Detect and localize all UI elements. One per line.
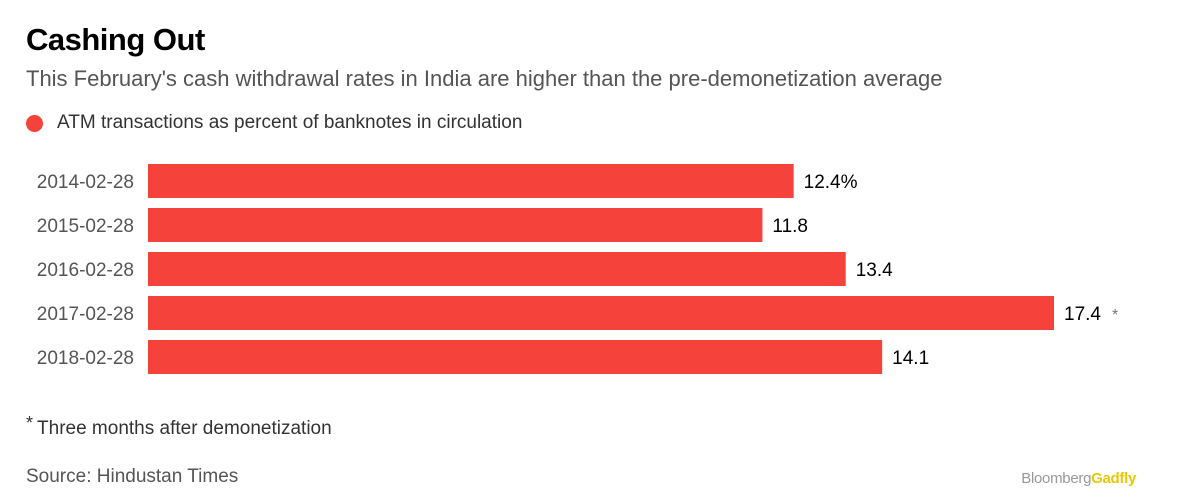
brand-part-1: Bloomberg (1021, 470, 1092, 487)
bar-chart: 2014-02-28 12.4% 2015-02-28 11.8 2016-02-28 1… (37, 164, 1118, 374)
legend-label: ATM transactions as percent of banknotes… (57, 112, 523, 133)
category-label: 2014-02-28 (37, 172, 134, 193)
bar (148, 252, 846, 286)
footnote-marker: * (26, 413, 34, 433)
footnote: * Three months after demonetization (26, 413, 332, 440)
data-label: 17.4 (1064, 304, 1101, 325)
data-label: 13.4 (856, 260, 893, 281)
bar (148, 296, 1054, 330)
legend: ATM transactions as percent of banknotes… (26, 112, 522, 134)
category-label: 2018-02-28 (37, 348, 134, 369)
annotation-marker: * (1112, 307, 1118, 324)
category-label: 2015-02-28 (37, 216, 134, 237)
bar (148, 164, 794, 198)
chart-title: Cashing Out (26, 22, 205, 57)
category-label: 2017-02-28 (37, 304, 134, 325)
footnote-text: Three months after demonetization (37, 418, 332, 439)
data-label: 11.8 (772, 216, 808, 237)
bar (148, 340, 883, 374)
brand-part-2: Gadfly (1091, 470, 1136, 487)
legend-swatch (26, 114, 43, 132)
data-label: 14.1 (892, 348, 929, 369)
chart-subtitle: This February's cash withdrawal rates in… (26, 66, 943, 91)
bar (148, 208, 763, 242)
source-note: Source: Hindustan Times (26, 466, 239, 487)
category-label: 2016-02-28 (37, 260, 134, 281)
data-label: 12.4% (804, 172, 858, 193)
brand-logo: BloombergGadfly (1021, 470, 1136, 487)
